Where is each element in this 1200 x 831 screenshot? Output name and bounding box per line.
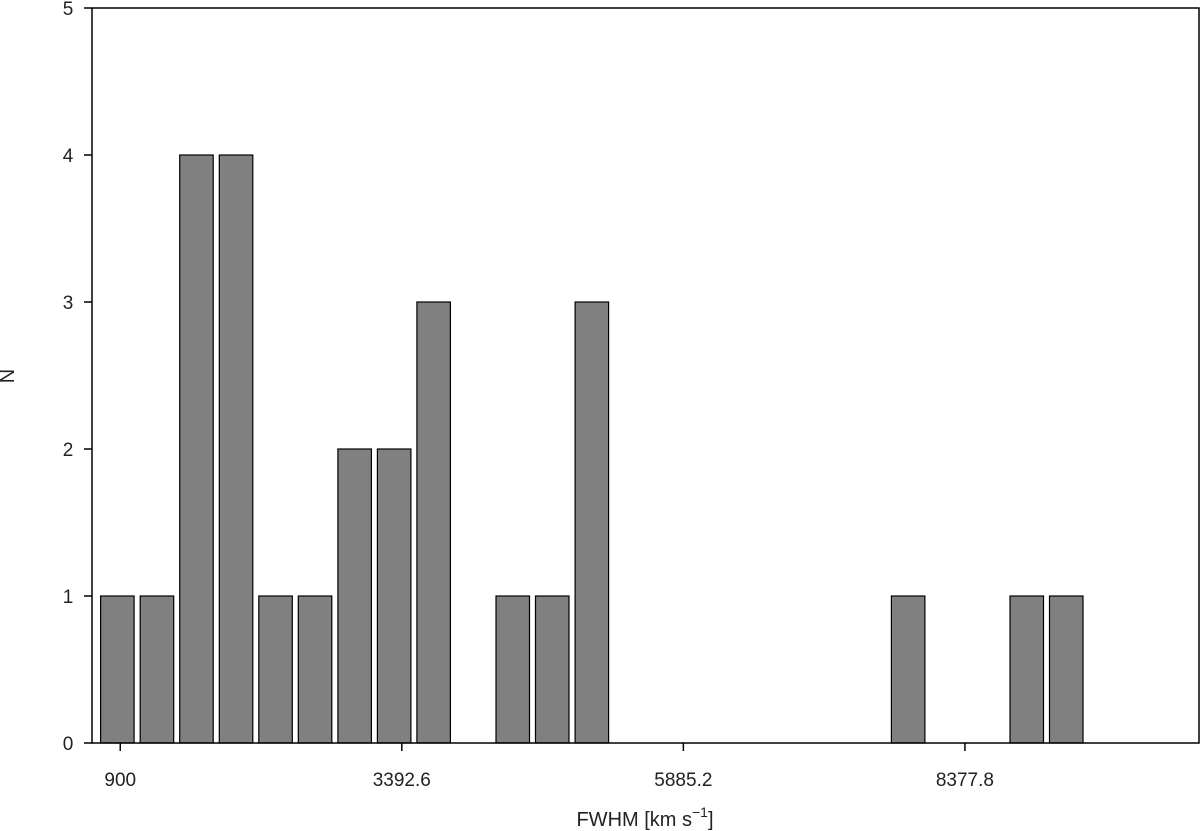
bar-5 (297, 595, 333, 744)
bar-6 (337, 448, 372, 744)
x-axis-title-main: FWHM [km s (576, 809, 692, 831)
y-axis: 0 1 2 3 4 5 (63, 0, 92, 755)
bar-0 (99, 595, 135, 744)
y-tick-label-1: 1 (63, 587, 74, 608)
bar-2 (179, 154, 214, 744)
x-axis-title-end: ] (708, 809, 714, 831)
y-axis-title: N (0, 369, 19, 383)
y-tick-label-0: 0 (63, 734, 74, 755)
y-tick-label-2: 2 (63, 440, 74, 461)
bar-8 (416, 301, 451, 744)
x-tick-label-1: 3392.6 (373, 770, 431, 791)
x-tick-label-0: 900 (104, 770, 136, 791)
bar-10 (534, 595, 570, 744)
bar-9 (495, 595, 531, 744)
x-axis: 900 3392.6 5885.2 8377.8 (104, 743, 994, 791)
bar-3 (218, 154, 254, 744)
x-axis-title: FWHM [km s−1] (576, 804, 713, 831)
x-tick-label-3: 8377.8 (936, 770, 994, 791)
y-tick-label-4: 4 (63, 146, 74, 167)
bars-group (99, 154, 1084, 744)
bar-1 (139, 595, 175, 744)
x-axis-title-superscript: −1 (692, 804, 708, 820)
bar-13 (1009, 595, 1045, 744)
bar-14 (1048, 595, 1084, 744)
bar-7 (376, 448, 412, 744)
bar-11 (574, 301, 610, 744)
plot-frame (91, 7, 1200, 744)
bar-12 (890, 595, 926, 744)
y-tick-label-5: 5 (63, 0, 74, 20)
bar-4 (258, 595, 293, 744)
y-tick-label-3: 3 (63, 293, 74, 314)
x-tick-label-2: 5885.2 (654, 770, 712, 791)
